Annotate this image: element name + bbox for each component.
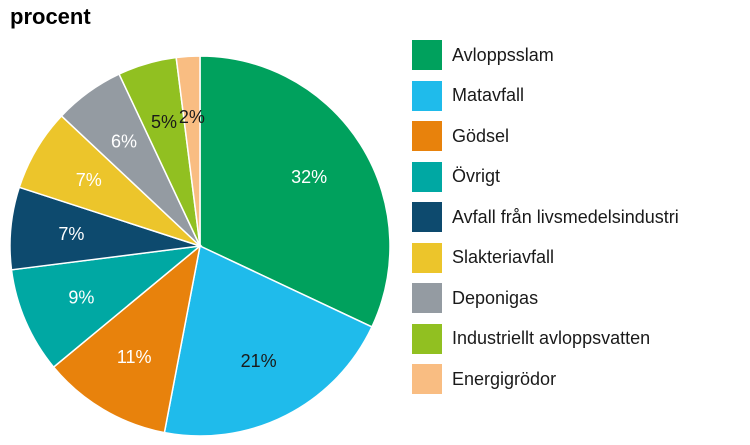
legend-label-1: Matavfall <box>452 85 525 105</box>
legend-item-4: Avfall från livsmedelsindustri <box>412 202 679 232</box>
pie-slice-1 <box>163 244 373 437</box>
legend-swatch-7 <box>412 323 442 354</box>
legend-swatch-5 <box>412 242 442 273</box>
pie-label-3: 9% <box>68 287 94 307</box>
pie-label-7: 5% <box>151 112 177 132</box>
legend-swatch-4 <box>412 202 442 232</box>
legend-label-5: Slakteriavfall <box>452 247 555 267</box>
chart-title: procent <box>10 4 91 29</box>
pie-label-5: 7% <box>76 170 102 190</box>
pie-label-1: 21% <box>241 351 277 371</box>
pie-slice-0 <box>199 55 391 328</box>
legend-item-3: Övrigt <box>412 161 501 192</box>
legend-label-3: Övrigt <box>452 166 501 186</box>
legend-label-7: Industriellt avloppsvatten <box>452 328 651 348</box>
legend-label-8: Energigrödor <box>452 368 557 389</box>
pie-label-8: 2% <box>179 107 205 127</box>
legend-item-2: Gödsel <box>412 121 509 151</box>
legend-item-8: Energigrödor <box>412 364 556 394</box>
legend-swatch-6 <box>412 283 442 313</box>
legend-item-5: Slakteriavfall <box>412 242 555 273</box>
pie-slice-2 <box>52 244 202 434</box>
legend-item-0: Avloppsslam <box>412 40 554 70</box>
pie-label-4: 7% <box>58 224 84 244</box>
legend-swatch-1 <box>412 80 442 111</box>
pie-slice-8 <box>175 55 201 247</box>
pie-label-2: 11% <box>117 347 152 367</box>
legend-item-1: Matavfall <box>412 80 525 111</box>
legend-swatch-0 <box>412 40 442 70</box>
legend-swatch-8 <box>412 364 442 394</box>
legend-label-6: Deponigas <box>452 287 539 308</box>
legend-label-0: Avloppsslam <box>452 44 554 65</box>
legend-item-7: Industriellt avloppsvatten <box>412 323 651 354</box>
pie-label-6: 6% <box>111 131 137 151</box>
legend-item-6: Deponigas <box>412 283 538 313</box>
legend-swatch-2 <box>412 121 442 151</box>
legend-label-4: Avfall från livsmedelsindustri <box>452 206 679 227</box>
pie-label-0: 32% <box>291 167 327 187</box>
legend-swatch-3 <box>412 161 442 192</box>
legend-label-2: Gödsel <box>452 125 510 146</box>
pie-slice-3 <box>10 244 203 369</box>
